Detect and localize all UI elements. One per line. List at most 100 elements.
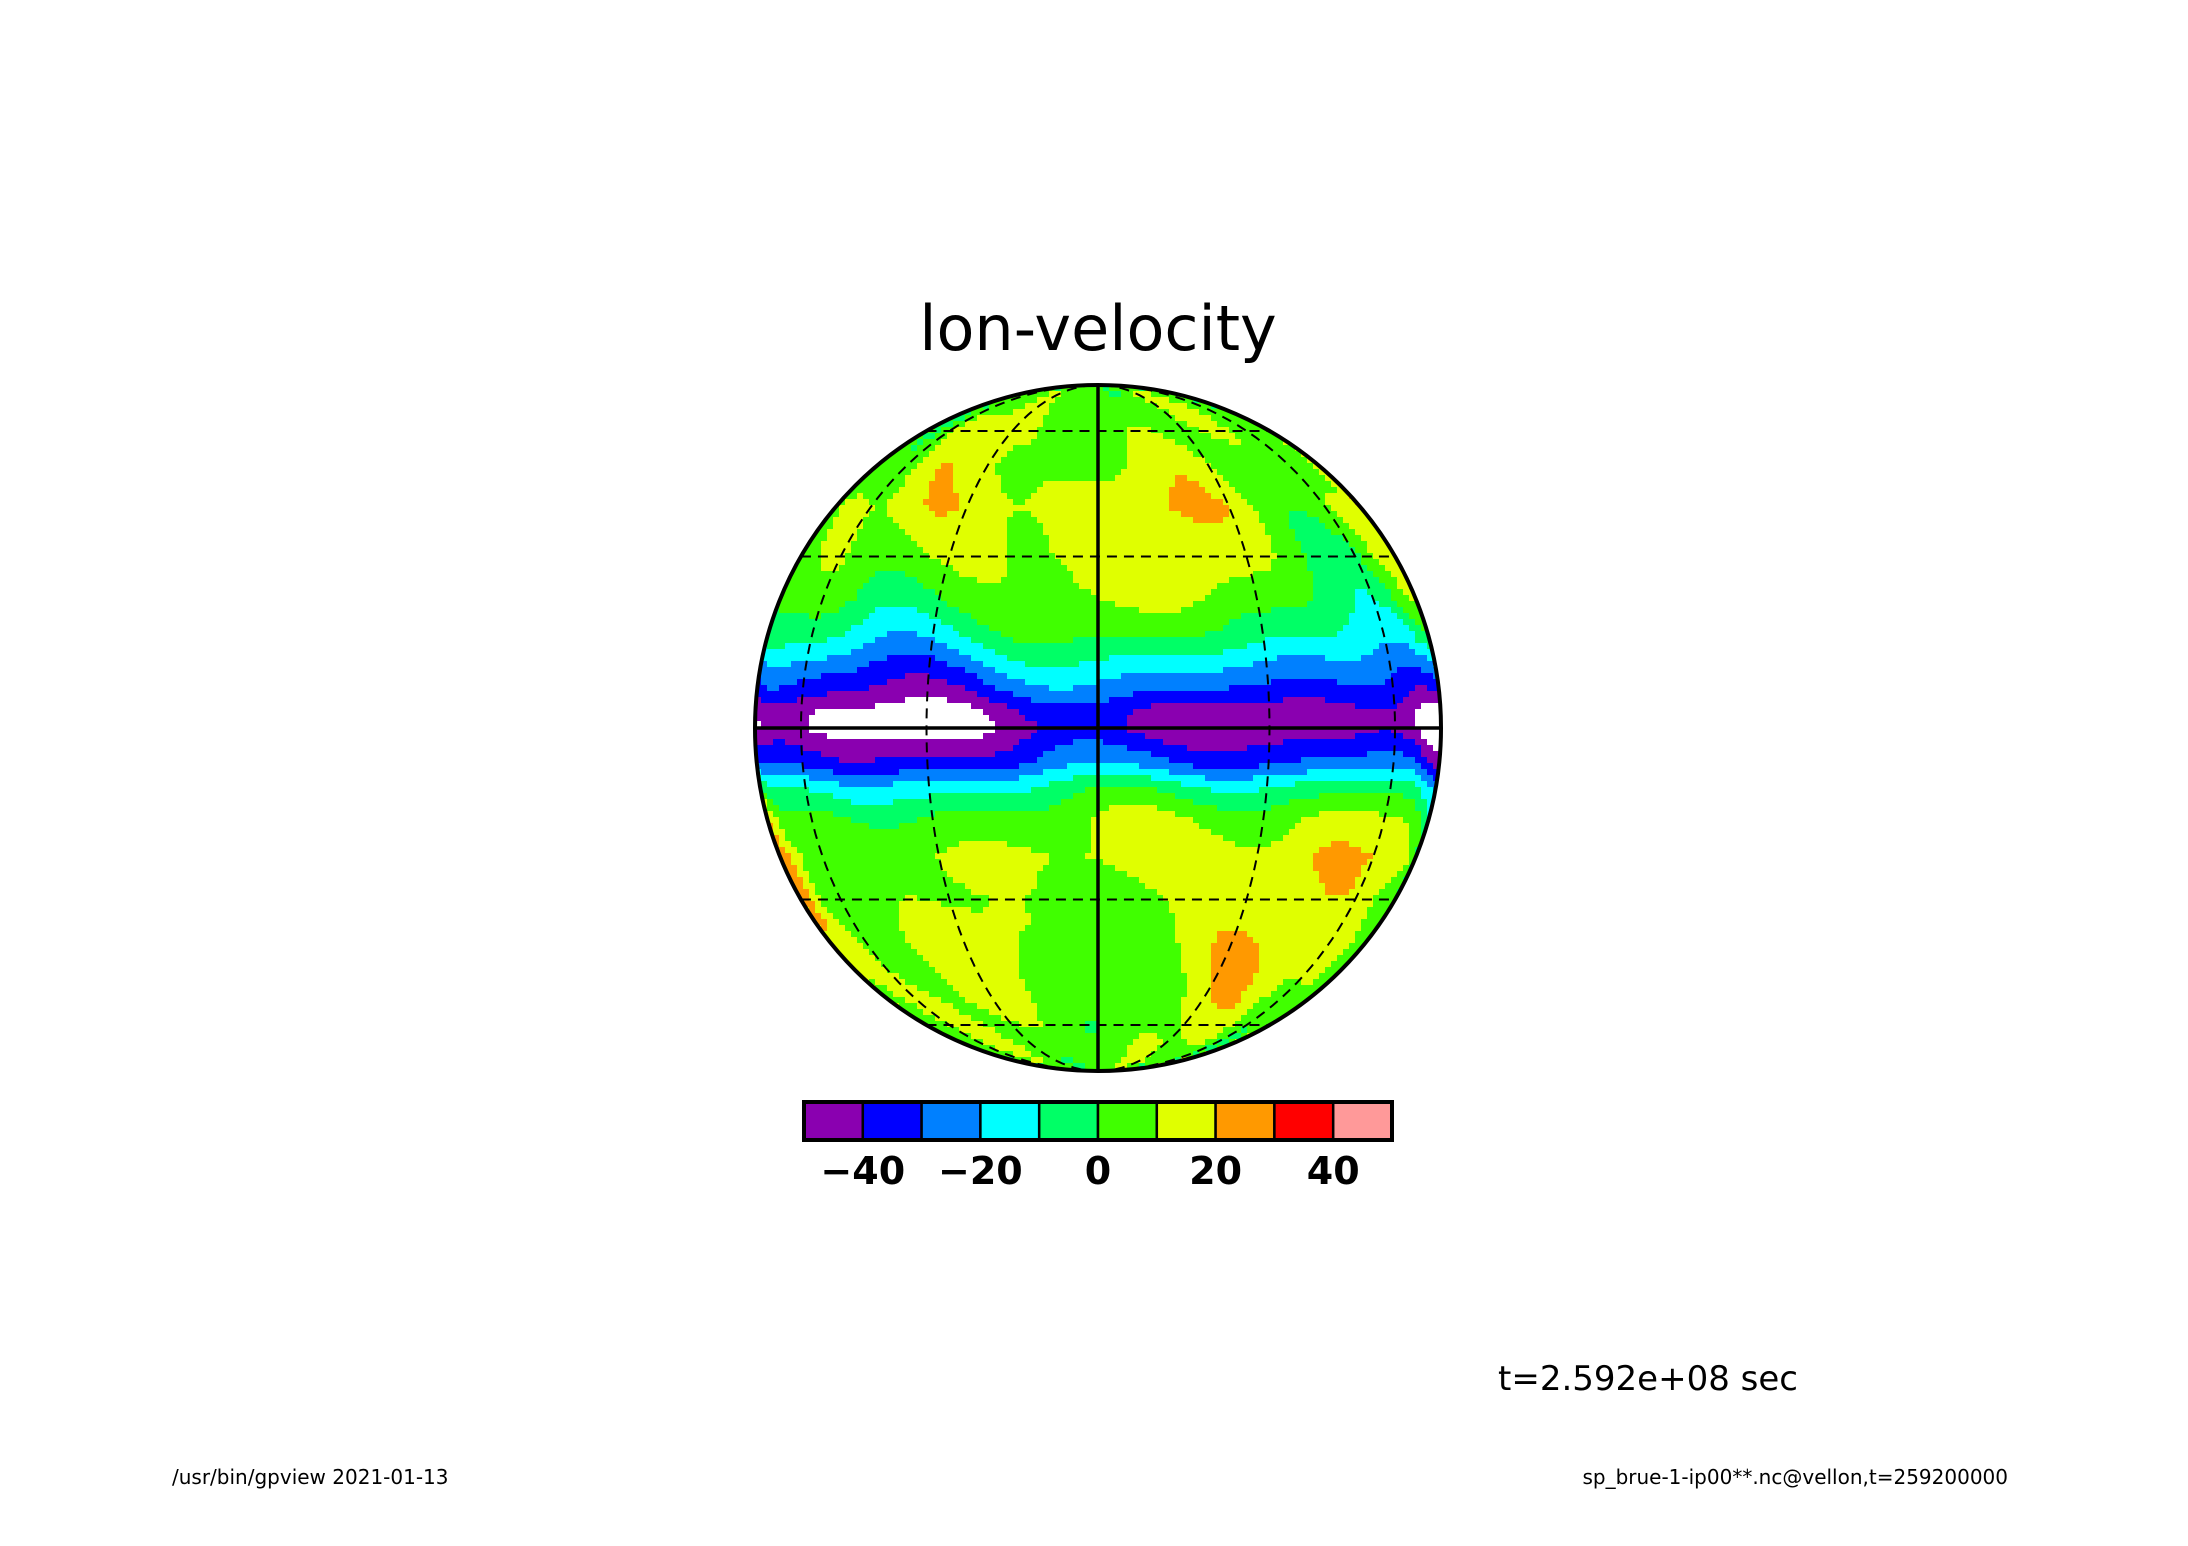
field-cell — [1007, 565, 1014, 572]
field-cell — [1349, 673, 1356, 680]
field-cell — [1097, 643, 1104, 650]
field-cell — [1277, 667, 1284, 674]
field-cell — [1403, 643, 1410, 650]
field-cell — [1103, 529, 1110, 536]
field-cell — [881, 523, 888, 530]
field-cell — [1169, 523, 1176, 530]
field-cell — [815, 667, 822, 674]
field-cell — [965, 529, 972, 536]
field-cell — [1127, 649, 1134, 656]
field-cell — [983, 535, 990, 542]
field-cell — [971, 709, 978, 716]
field-cell — [917, 481, 924, 488]
field-cell — [1421, 655, 1428, 662]
field-cell — [1133, 595, 1140, 602]
field-cell — [1031, 559, 1038, 566]
field-cell — [1235, 505, 1242, 512]
field-cell — [971, 613, 978, 620]
field-cell — [1193, 655, 1200, 662]
field-cell — [1301, 505, 1308, 512]
field-cell — [1019, 475, 1026, 482]
field-cell — [1031, 469, 1038, 476]
field-cell — [1121, 427, 1128, 434]
field-cell — [1391, 631, 1398, 638]
field-cell — [1217, 469, 1224, 476]
field-cell — [935, 589, 942, 596]
field-cell — [1067, 649, 1074, 656]
field-cell — [1175, 613, 1182, 620]
field-cell — [1115, 643, 1122, 650]
field-cell — [1001, 625, 1008, 632]
field-cell — [1013, 403, 1020, 410]
field-cell — [989, 601, 996, 608]
field-cell — [1043, 469, 1050, 476]
field-cell — [989, 631, 996, 638]
field-cell — [1055, 571, 1062, 578]
field-cell — [1133, 667, 1140, 674]
field-cell — [989, 511, 996, 518]
field-cell — [875, 595, 882, 602]
field-cell — [1121, 613, 1128, 620]
field-cell — [893, 487, 900, 494]
field-cell — [911, 451, 918, 458]
field-cell — [1043, 535, 1050, 542]
field-cell — [1223, 439, 1230, 446]
field-cell — [1253, 511, 1260, 518]
field-cell — [797, 613, 804, 620]
field-cell — [1109, 661, 1116, 668]
field-cell — [863, 613, 870, 620]
field-cell — [887, 625, 894, 632]
field-cell — [1001, 409, 1008, 416]
field-cell — [1061, 469, 1068, 476]
field-cell — [1211, 613, 1218, 620]
field-cell — [1169, 631, 1176, 638]
field-cell — [1031, 463, 1038, 470]
field-cell — [1241, 445, 1248, 452]
field-cell — [1271, 553, 1278, 560]
field-cell — [1331, 493, 1338, 500]
field-cell — [1307, 535, 1314, 542]
field-cell — [1325, 679, 1332, 686]
field-cell — [773, 715, 780, 722]
field-cell — [893, 547, 900, 554]
field-cell — [1187, 601, 1194, 608]
field-cell — [929, 541, 936, 548]
field-cell — [1415, 619, 1422, 626]
field-cell — [785, 679, 792, 686]
field-cell — [1241, 523, 1248, 530]
field-cell — [1019, 691, 1026, 698]
field-cell — [815, 595, 822, 602]
field-cell — [1379, 709, 1386, 716]
field-cell — [1145, 487, 1152, 494]
field-cell — [1055, 487, 1062, 494]
field-cell — [1091, 505, 1098, 512]
field-cell — [1001, 679, 1008, 686]
field-cell — [1361, 649, 1368, 656]
field-cell — [941, 565, 948, 572]
field-cell — [815, 547, 822, 554]
field-cell — [905, 631, 912, 638]
field-cell — [1043, 601, 1050, 608]
field-cell — [1265, 457, 1272, 464]
field-cell — [1109, 529, 1116, 536]
field-cell — [1265, 469, 1272, 476]
field-cell — [1019, 547, 1026, 554]
field-cell — [1115, 601, 1122, 608]
field-cell — [1169, 457, 1176, 464]
field-cell — [1037, 511, 1044, 518]
field-cell — [1265, 547, 1272, 554]
field-cell — [815, 643, 822, 650]
field-cell — [815, 673, 822, 680]
field-cell — [1031, 577, 1038, 584]
field-cell — [1151, 523, 1158, 530]
field-cell — [1193, 631, 1200, 638]
field-cell — [1175, 637, 1182, 644]
field-cell — [1211, 631, 1218, 638]
field-cell — [1037, 439, 1044, 446]
field-cell — [995, 481, 1002, 488]
field-cell — [989, 571, 996, 578]
field-cell — [1037, 451, 1044, 458]
field-cell — [1403, 637, 1410, 644]
field-cell — [1007, 625, 1014, 632]
field-cell — [1049, 451, 1056, 458]
